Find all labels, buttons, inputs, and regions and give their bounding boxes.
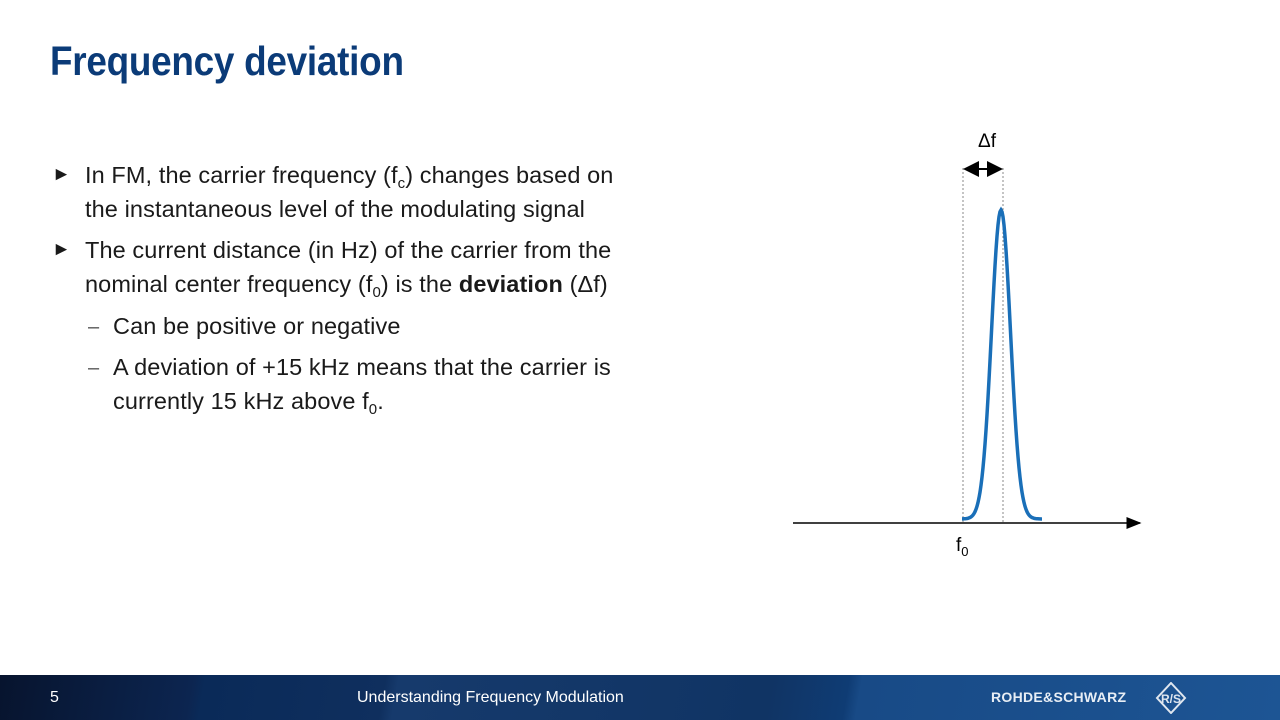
sub-bullet-1: Can be positive or negative: [113, 309, 401, 343]
page-number: 5: [50, 689, 59, 706]
bullet-text: Can be positive or negative: [113, 313, 401, 339]
svg-text:R/S: R/S: [1161, 692, 1181, 706]
delta-f-label: Δf: [978, 131, 997, 152]
bullet-marker: ►: [52, 239, 71, 260]
sub-bullet-marker: –: [88, 357, 100, 379]
bullet-text: .: [377, 388, 384, 414]
bullet-text: currently 15 kHz above f: [113, 388, 369, 414]
rs-logo-icon: R/S: [1155, 682, 1187, 714]
bullet-marker: ►: [52, 164, 71, 185]
deviation-diagram: Δf f0: [793, 131, 1142, 559]
bullet-text: nominal center frequency (f: [85, 271, 373, 297]
subscript: 0: [372, 284, 381, 301]
bullet-2: The current distance (in Hz) of the carr…: [85, 233, 611, 301]
subscript: c: [397, 175, 406, 192]
footer: 5 Understanding Frequency Modulation ROH…: [0, 675, 1280, 720]
bullet-text: the instantaneous level of the modulatin…: [85, 196, 585, 222]
sub-bullet-2: A deviation of +15 kHz means that the ca…: [113, 350, 611, 418]
slide-title: Frequency deviation: [50, 38, 404, 84]
bullet-text: (Δf): [562, 271, 608, 297]
bullet-text: A deviation of +15 kHz means that the ca…: [113, 354, 611, 380]
bold-term: deviation: [458, 271, 563, 297]
bullet-text: ) is the: [380, 271, 459, 297]
f0-label: f0: [956, 535, 969, 559]
sub-bullet-marker: –: [88, 316, 100, 338]
carrier-spectrum-curve: [962, 206, 1042, 521]
bullet-1: In FM, the carrier frequency (fc) change…: [85, 158, 613, 226]
bullet-text: The current distance (in Hz) of the carr…: [85, 237, 612, 263]
footer-title: Understanding Frequency Modulation: [357, 689, 624, 706]
brand-name: ROHDE&SCHWARZ: [991, 689, 1127, 705]
subscript: 0: [368, 401, 378, 418]
bullet-text: In FM, the carrier frequency (f: [85, 162, 398, 188]
bullet-text: ) changes based on: [405, 162, 614, 188]
